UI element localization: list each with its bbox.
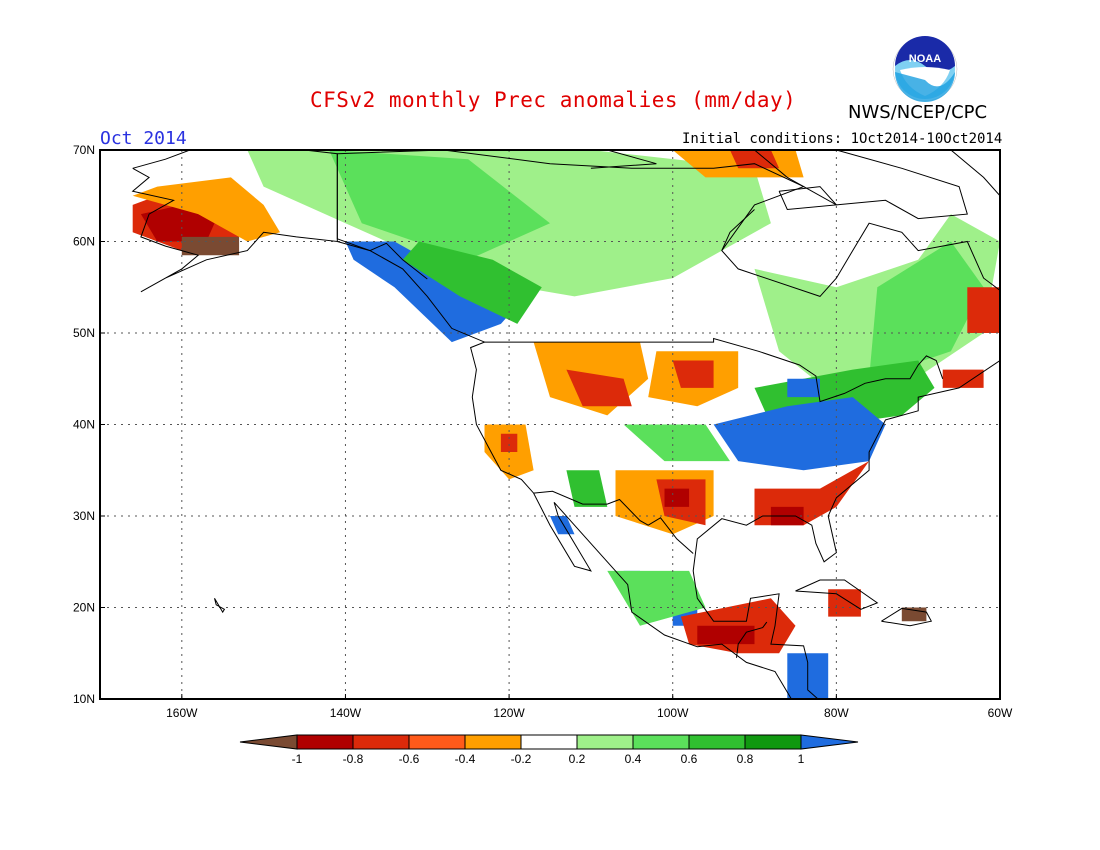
colorbar-label: -1 <box>292 752 303 766</box>
anomaly-region-newfoundland-red <box>967 287 1000 333</box>
agency-label: NWS/NCEP/CPC <box>848 102 988 123</box>
colorbar-swatch <box>688 734 746 750</box>
coastline-victoria-island <box>533 150 657 169</box>
anomaly-region-arctic-red <box>730 150 780 169</box>
lon-tick-label: 60W <box>988 706 1013 720</box>
lat-tick-label: 20N <box>73 601 95 615</box>
lon-tick-label: 160W <box>166 706 198 720</box>
coastline-baffin-island <box>754 150 968 220</box>
colorbar-label: -0.4 <box>455 752 476 766</box>
coastline-hispaniola <box>881 607 933 627</box>
colorbar-swatch <box>632 734 690 750</box>
coastline-greenland-edge <box>950 150 1000 197</box>
initial-conditions-label: Initial conditions: 1Oct2014-10Oct2014 <box>682 131 1003 147</box>
anomaly-region-alaska-orange <box>132 177 280 242</box>
noaa-logo-text: NOAA <box>909 53 941 65</box>
anomaly-region-bc-coast-blue <box>345 241 518 343</box>
lat-tick-label: 70N <box>73 143 95 157</box>
lon-tick-label: 120W <box>493 706 525 720</box>
noaa-logo: NOAA <box>892 36 958 102</box>
border-alaska-canada-border <box>336 153 428 280</box>
colorbar-label: 1 <box>798 752 805 766</box>
colorbar-right-arrow <box>800 734 859 750</box>
anomaly-region-central-america-dry <box>697 625 755 645</box>
lat-tick-label: 60N <box>73 235 95 249</box>
lat-tick-label: 30N <box>73 509 95 523</box>
anomaly-region-bc-green <box>402 241 542 324</box>
coastline-hawaii <box>214 598 226 614</box>
lon-tick-label: 80W <box>824 706 849 720</box>
anomaly-region-calif-red <box>500 433 518 452</box>
colorbar: -1 -0.8 -0.6 -0.4 -0.2 0.2 0.4 0.6 0.8 1 <box>239 734 859 766</box>
anomaly-region-ohio-valley-blue <box>713 397 886 471</box>
colorbar-label: 0.6 <box>681 752 698 766</box>
anomaly-region-southwest-green <box>566 470 608 507</box>
coastline-southampton-island <box>778 186 838 211</box>
anomaly-region-michigan-blue <box>787 378 820 398</box>
coastline-alaska-coast <box>131 150 338 293</box>
colorbar-swatch <box>464 734 522 750</box>
longitude-labels: 160W 140W 120W 100W 80W 60W <box>166 694 1013 720</box>
coastline-hudson-bay-west <box>721 209 755 251</box>
colorbar-swatch <box>296 734 354 750</box>
colorbar-swatch <box>744 734 802 750</box>
anomaly-regions <box>132 150 1000 699</box>
border-us-mexico-border <box>533 490 694 554</box>
lon-tick-label: 100W <box>657 706 689 720</box>
lon-tick-label: 140W <box>330 706 362 720</box>
anomaly-region-hispaniola-brown <box>901 607 927 622</box>
latitude-labels: 70N 60N 50N 40N 30N 20N 10N <box>73 143 105 706</box>
chart-title: CFSv2 monthly Prec anomalies (mm/day) <box>310 88 797 112</box>
lat-tick-label: 10N <box>73 692 95 706</box>
coastline-cuba <box>795 579 879 610</box>
border-mexico-guatemala-border <box>736 621 768 658</box>
colorbar-label: 0.4 <box>625 752 642 766</box>
political-borders <box>336 153 944 658</box>
colorbar-label: 0.2 <box>569 752 586 766</box>
colorbar-swatch <box>408 734 466 750</box>
anomaly-region-rockies-red <box>566 369 632 407</box>
anomaly-region-maine-red <box>942 369 984 388</box>
anomaly-region-plains-red <box>672 360 714 388</box>
anomaly-region-alaska-sw-dry <box>140 204 215 242</box>
coastlines <box>131 150 1000 699</box>
colorbar-label: -0.8 <box>343 752 364 766</box>
border-us-canada-border <box>484 337 944 403</box>
lat-tick-label: 50N <box>73 326 95 340</box>
anomaly-region-texas-dry <box>664 488 690 507</box>
colorbar-label: 0.8 <box>737 752 754 766</box>
month-label: Oct 2014 <box>100 128 187 149</box>
anomaly-region-caribbean-red <box>828 589 861 617</box>
lat-tick-label: 40N <box>73 418 95 432</box>
colorbar-swatch <box>576 734 634 750</box>
anomaly-region-baja-blue <box>550 516 575 535</box>
colorbar-swatch <box>352 734 410 750</box>
anomaly-region-yukon-green <box>329 150 550 260</box>
colorbar-label: -0.6 <box>399 752 420 766</box>
colorbar-left-arrow <box>239 734 298 750</box>
colorbar-swatch <box>520 734 578 750</box>
colorbar-label: -0.2 <box>511 752 532 766</box>
anomaly-region-alaska-brown <box>181 236 240 256</box>
coastline-north-america-coast <box>337 150 1000 699</box>
anomaly-region-labrador-green <box>869 241 984 379</box>
anomaly-region-midwest-green <box>623 424 730 462</box>
